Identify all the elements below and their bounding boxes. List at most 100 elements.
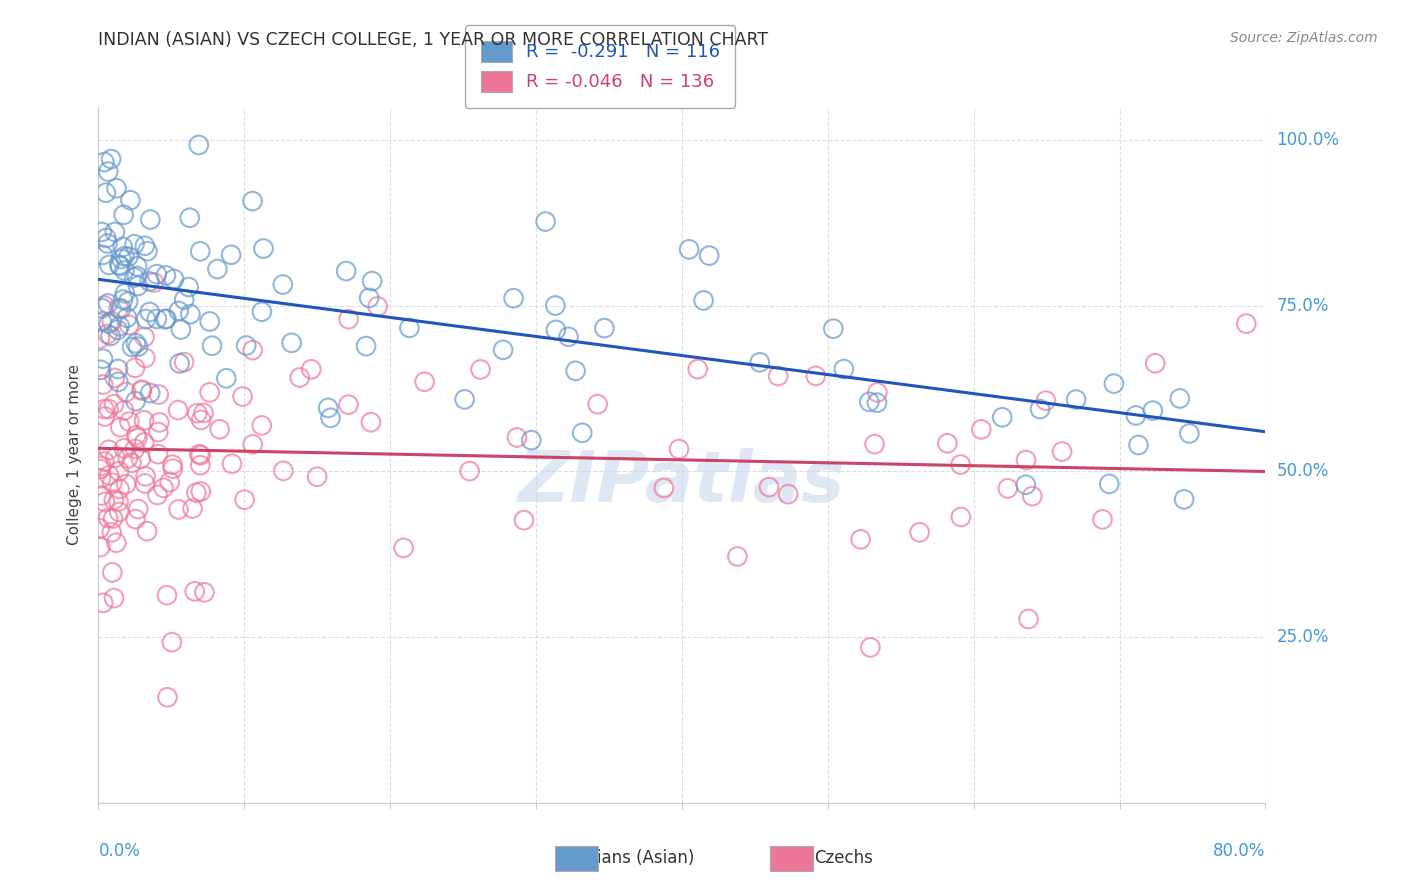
Text: Source: ZipAtlas.com: Source: ZipAtlas.com <box>1230 31 1378 45</box>
Legend: R =  -0.291   N = 116, R = -0.046   N = 136: R = -0.291 N = 116, R = -0.046 N = 136 <box>465 25 735 108</box>
Point <box>134 330 156 344</box>
Point <box>167 502 190 516</box>
Point <box>90 489 112 503</box>
Text: 80.0%: 80.0% <box>1213 842 1265 860</box>
Point <box>207 262 229 277</box>
Point <box>111 240 134 254</box>
Point <box>190 413 212 427</box>
Point <box>124 394 146 409</box>
Point <box>108 258 131 272</box>
Point <box>112 442 135 456</box>
Point <box>1102 376 1125 391</box>
Point <box>160 635 183 649</box>
Point <box>949 510 972 524</box>
Point <box>121 340 143 354</box>
Point <box>232 390 254 404</box>
Text: 25.0%: 25.0% <box>1277 628 1329 646</box>
Point <box>132 413 155 427</box>
Point <box>162 461 184 475</box>
Point <box>335 264 357 278</box>
Point <box>107 494 129 508</box>
Text: ZIPatlas: ZIPatlas <box>519 449 845 517</box>
Point <box>138 305 160 319</box>
Point <box>156 588 179 602</box>
Point <box>163 272 186 286</box>
Point <box>93 402 115 417</box>
Point <box>90 458 112 473</box>
Point <box>181 501 204 516</box>
Point <box>970 422 993 436</box>
Point <box>97 164 120 178</box>
Point <box>1021 489 1043 503</box>
Text: INDIAN (ASIAN) VS CZECH COLLEGE, 1 YEAR OR MORE CORRELATION CHART: INDIAN (ASIAN) VS CZECH COLLEGE, 1 YEAR … <box>98 31 769 49</box>
Point <box>89 332 111 346</box>
Point <box>316 401 339 415</box>
Point <box>652 481 675 495</box>
Point <box>242 343 264 358</box>
Point <box>1015 477 1038 491</box>
Point <box>1234 317 1257 331</box>
Point <box>193 406 215 420</box>
Point <box>91 377 114 392</box>
Point <box>103 397 125 411</box>
Point <box>104 371 127 385</box>
Point <box>135 469 157 483</box>
Point <box>97 442 120 457</box>
Point <box>1125 409 1147 423</box>
Point <box>96 327 118 342</box>
Point <box>145 267 167 281</box>
Point <box>398 321 420 335</box>
Point <box>117 250 139 264</box>
Point <box>170 322 193 336</box>
Point <box>233 492 256 507</box>
Point <box>727 549 749 564</box>
Point <box>208 422 231 436</box>
Text: 0.0%: 0.0% <box>98 842 141 860</box>
Point <box>148 416 170 430</box>
Point <box>108 319 131 334</box>
Point <box>354 339 377 353</box>
Point <box>127 431 149 445</box>
Y-axis label: College, 1 year or more: College, 1 year or more <box>67 365 83 545</box>
Point <box>823 321 845 335</box>
Point <box>136 524 159 538</box>
Point <box>89 540 111 554</box>
Point <box>105 181 128 195</box>
Point <box>1050 444 1073 458</box>
Point <box>557 330 579 344</box>
Point <box>107 362 129 376</box>
Point <box>564 364 586 378</box>
Point <box>148 387 170 401</box>
Point <box>458 464 481 478</box>
Point <box>506 430 529 444</box>
Point <box>520 433 543 447</box>
Point <box>280 335 302 350</box>
Point <box>91 596 114 610</box>
Point <box>159 475 181 489</box>
Point <box>97 401 120 416</box>
Point <box>104 450 127 465</box>
Point <box>586 397 609 411</box>
Point <box>112 208 135 222</box>
Point <box>908 525 931 540</box>
Point <box>108 464 131 478</box>
Point <box>219 248 242 262</box>
Point <box>146 447 169 461</box>
Point <box>94 495 117 509</box>
Point <box>121 456 143 470</box>
Point <box>492 343 515 357</box>
Point <box>470 362 492 376</box>
Point <box>105 535 128 549</box>
Point <box>131 383 153 397</box>
Point <box>766 369 789 384</box>
Point <box>1035 393 1057 408</box>
Point <box>271 277 294 292</box>
Point <box>188 447 211 461</box>
Point <box>90 363 112 377</box>
Point <box>866 385 889 400</box>
Point <box>124 270 146 285</box>
Point <box>90 471 112 485</box>
Point <box>134 239 156 253</box>
Point <box>110 252 132 266</box>
Point <box>1015 453 1038 467</box>
